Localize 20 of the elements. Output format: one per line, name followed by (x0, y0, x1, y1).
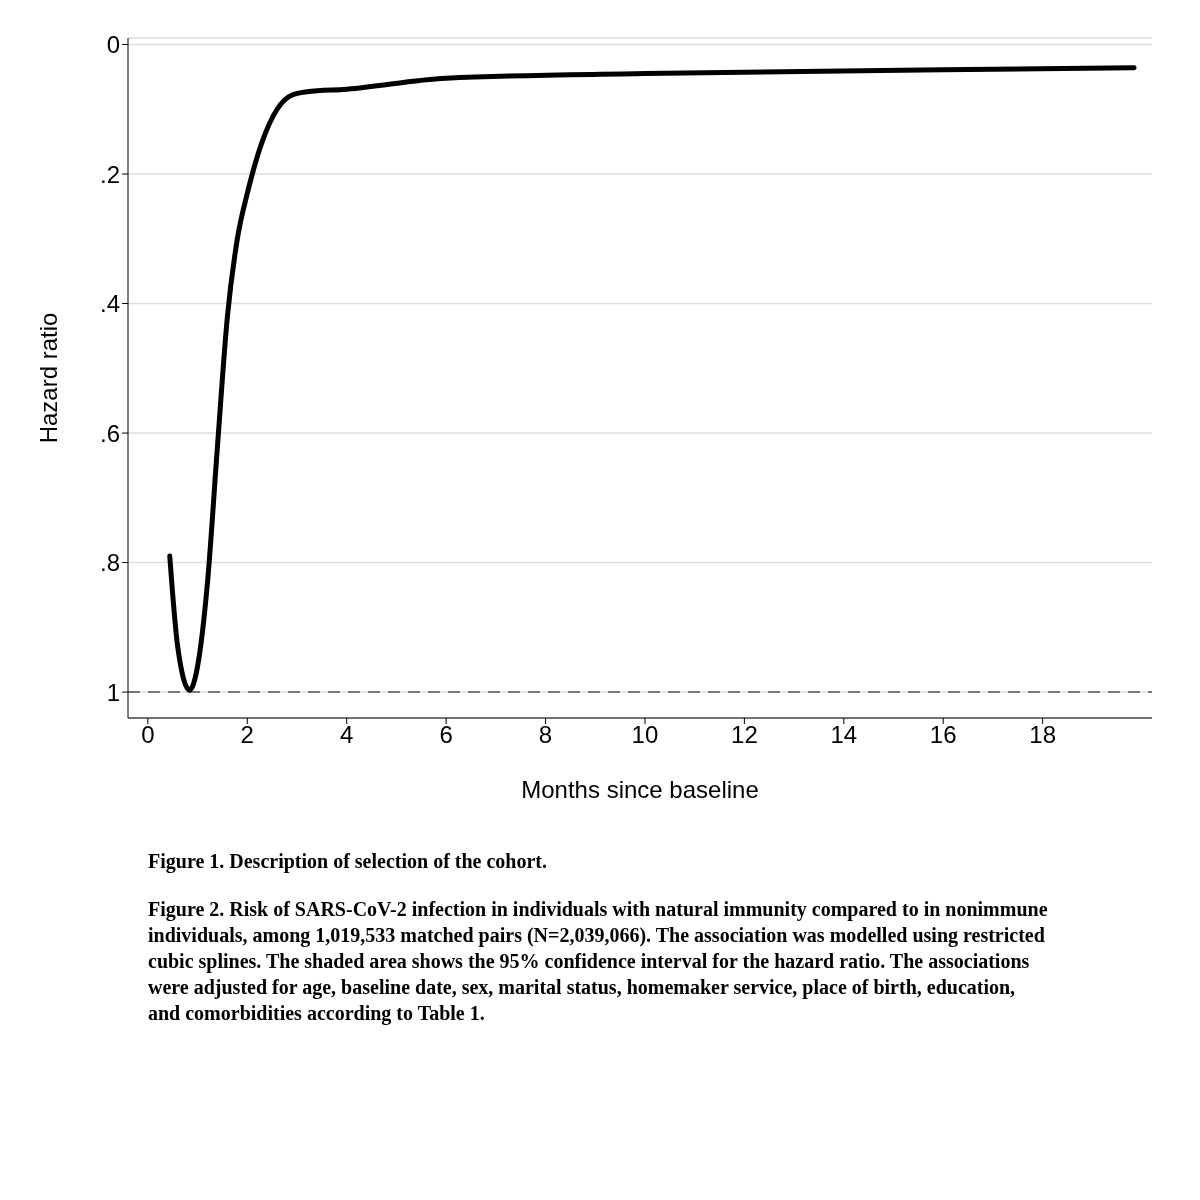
y-tick-label: 0 (106, 31, 120, 58)
y-tick-label: .6 (99, 419, 120, 447)
y-tick-label: .4 (99, 290, 120, 318)
y-axis-title: Hazard ratio (34, 312, 62, 444)
x-axis-title: Months since baseline (521, 776, 759, 803)
x-tick-label: 16 (929, 721, 957, 749)
x-tick-label: 2 (240, 721, 254, 749)
caption: Figure 2. Risk of SARS-CoV-2 infection in individuals with natural immunity compared to in nonimmune individuals, among 1,019,533 matched pairs (N=2,039,066). The association was modelled using restricted cubic splines. The shaded area shows the 95% confidence interval for the hazard ratio. The associations were adjusted for age, baseline date, sex, marital status, homemaker service, place of birth, education, and comorbidities according to Table 1. (148, 897, 1049, 1026)
x-tick-label: 10 (631, 721, 659, 749)
y-tick-label: 1 (106, 678, 120, 706)
x-tick-label: 0 (141, 721, 155, 749)
x-tick-label: 18 (1029, 721, 1056, 749)
x-tick-label: 8 (538, 721, 553, 749)
x-tick-label: 12 (731, 721, 758, 749)
caption: Figure 1. Description of selection of the cohort. (148, 849, 548, 874)
x-tick-label: 6 (439, 721, 453, 749)
x-tick-label: 4 (340, 721, 354, 749)
x-tick-label: 14 (830, 721, 858, 749)
y-tick-label: .2 (99, 160, 120, 188)
y-tick-label: .8 (99, 549, 120, 577)
